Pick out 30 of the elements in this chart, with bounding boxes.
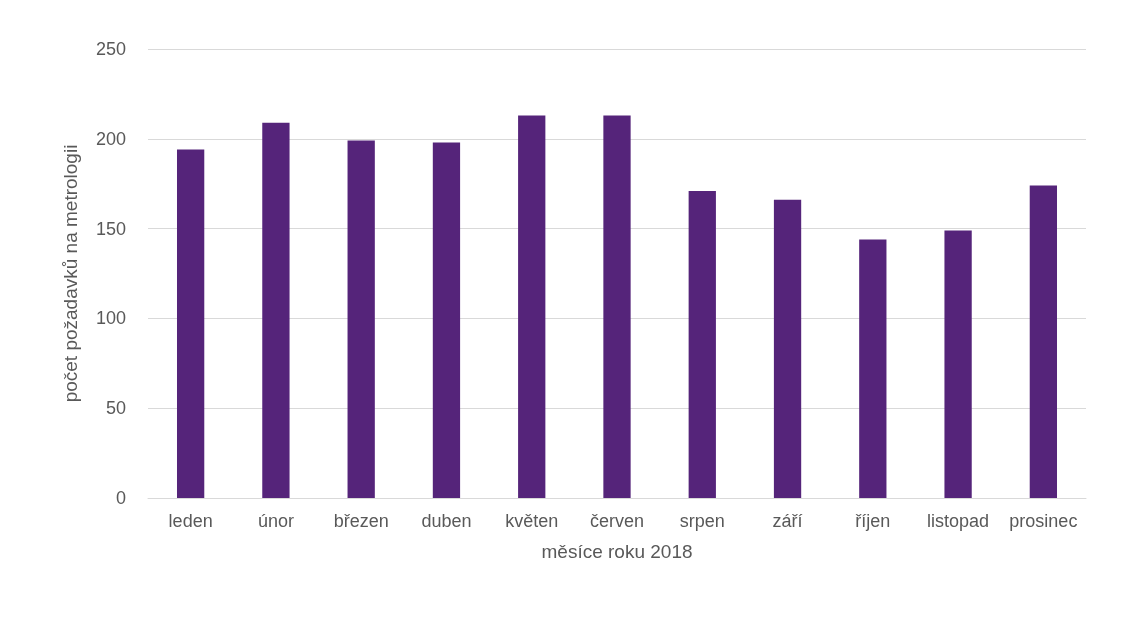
x-tick-label: únor — [257, 511, 294, 531]
bar — [859, 239, 887, 498]
y-tick-label: 150 — [95, 218, 126, 239]
y-axis-title: počet požadavků na metrologii — [60, 144, 81, 403]
bar — [603, 115, 631, 498]
x-tick-label: srpen — [679, 511, 725, 531]
bar — [944, 230, 972, 498]
bar — [262, 122, 290, 498]
y-tick-label: 100 — [95, 308, 126, 329]
y-tick-label: 50 — [105, 398, 126, 419]
x-axis-title: měsíce roku 2018 — [541, 541, 693, 562]
bar — [773, 199, 802, 498]
y-tick-label: 250 — [95, 39, 126, 59]
bar — [1029, 185, 1058, 498]
x-tick-label: leden — [168, 511, 213, 531]
x-tick-label: listopad — [927, 511, 990, 531]
x-tick-label: září — [772, 511, 803, 531]
bar — [347, 140, 375, 498]
x-tick-label: březen — [333, 511, 389, 531]
bar — [176, 149, 205, 498]
x-tick-label: duben — [421, 511, 472, 531]
x-tick-label: květen — [505, 511, 559, 531]
y-tick-label: 200 — [95, 128, 126, 149]
x-tick-label: prosinec — [1009, 511, 1078, 531]
bar — [688, 190, 716, 498]
bar — [432, 142, 461, 498]
x-tick-label: červen — [589, 511, 645, 531]
y-tick-label: 0 — [115, 488, 126, 508]
x-tick-label: říjen — [855, 511, 891, 531]
bar — [518, 115, 546, 498]
